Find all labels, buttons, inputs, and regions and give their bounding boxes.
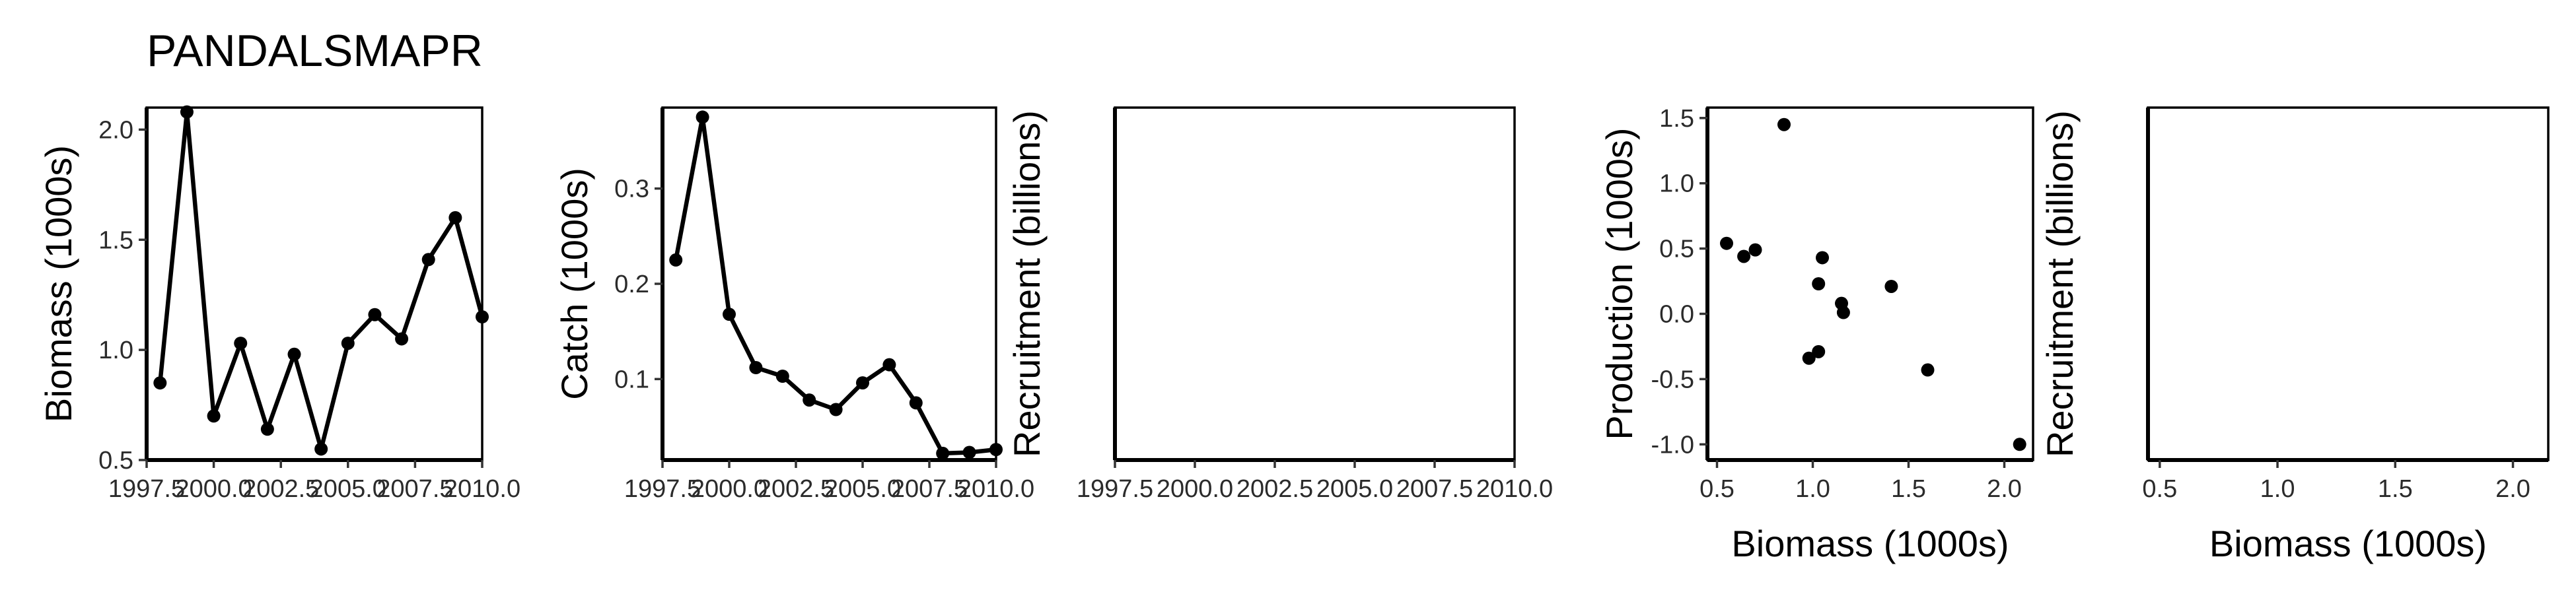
data-point xyxy=(803,393,816,407)
data-point xyxy=(775,369,789,383)
data-point xyxy=(1737,249,1751,263)
data-point xyxy=(723,308,736,321)
y-axis-label: Production (1000s) xyxy=(1598,127,1640,440)
y-tick-label: 1.5 xyxy=(98,226,133,254)
x-tick-label: 2007.5 xyxy=(376,475,453,503)
data-point xyxy=(260,422,274,436)
x-tick-label: 1.5 xyxy=(1891,475,1926,503)
y-tick-label: -1.0 xyxy=(1651,431,1694,459)
data-point xyxy=(696,110,709,124)
x-axis-label: Biomass (1000s) xyxy=(2209,523,2487,564)
data-point xyxy=(153,376,167,390)
data-point xyxy=(1720,236,1733,250)
x-tick-label: 0.5 xyxy=(1699,475,1735,503)
x-tick-label: 2010.0 xyxy=(958,475,1034,503)
y-tick-label: 1.0 xyxy=(1659,170,1694,198)
panels: 1997.52000.02002.52005.02007.52010.00.51… xyxy=(38,105,2550,564)
panel-4: 0.5 1.0 1.5 2.0 -1.0 -0.5 0.0 0.5 1.0 1.5 Producti… xyxy=(1598,105,2034,564)
y-tick-label: 0.0 xyxy=(1659,300,1694,328)
x-tick-label: 2005.0 xyxy=(1316,475,1393,503)
data-point xyxy=(207,409,221,423)
panel-frame xyxy=(145,106,483,461)
y-tick-label: 1.0 xyxy=(98,337,133,364)
x-tick-label: 1.5 xyxy=(2378,475,2413,503)
y-axis-label: Recruitment (billions) xyxy=(2039,110,2081,457)
data-point xyxy=(1777,117,1791,131)
x-tick-label: 0.5 xyxy=(2142,475,2177,503)
x-tick-label: 1.0 xyxy=(1795,475,1830,503)
y-tick-label: 0.3 xyxy=(614,176,649,203)
x-tick-label: 1.0 xyxy=(2260,475,2295,503)
data-point xyxy=(180,105,194,119)
x-tick-label: 2010.0 xyxy=(1476,475,1553,503)
y-tick-label: 0.5 xyxy=(1659,236,1694,263)
data-point xyxy=(2013,438,2026,451)
data-point xyxy=(829,403,843,416)
data-point xyxy=(1816,251,1829,265)
y-axis-label: Recruitment (billions) xyxy=(1006,110,1048,457)
data-point xyxy=(1812,277,1826,290)
x-tick-label: 2005.0 xyxy=(824,475,901,503)
x-tick-label: 2010.0 xyxy=(444,475,520,503)
data-point xyxy=(395,332,409,346)
x-tick-label: 1997.5 xyxy=(624,475,701,503)
y-axis-label: Biomass (1000s) xyxy=(38,145,79,422)
y-tick-label: 0.5 xyxy=(98,447,133,475)
x-tick-label: 2007.5 xyxy=(891,475,968,503)
y-tick-label: 0.2 xyxy=(614,271,649,298)
x-tick-label: 2.0 xyxy=(1987,475,2022,503)
y-tick-label: -0.5 xyxy=(1651,366,1694,393)
data-point xyxy=(1748,243,1762,257)
data-point xyxy=(1802,351,1816,365)
panel-3: 1997.5 2000.0 2002.5 2005.0 2007.5 2010.0 Recr… xyxy=(1006,106,1553,503)
x-tick-label: 2002.5 xyxy=(1236,475,1313,503)
panel-5: 0.5 1.0 1.5 2.0 Recruitment (billions) Biomas… xyxy=(2039,106,2550,564)
data-point xyxy=(669,253,683,267)
data-point xyxy=(314,442,328,456)
data-point xyxy=(1921,363,1935,377)
x-tick-label: 2000.0 xyxy=(691,475,768,503)
y-tick-label: 0.1 xyxy=(614,366,649,393)
x-tick-label: 2007.5 xyxy=(1396,475,1473,503)
x-tick-label: 2.0 xyxy=(2495,475,2530,503)
data-point xyxy=(882,358,896,372)
x-axis-label: Biomass (1000s) xyxy=(1731,523,2009,564)
x-tick-label: 2002.5 xyxy=(758,475,834,503)
data-point xyxy=(421,253,435,267)
x-tick-label: 2005.0 xyxy=(310,475,386,503)
y-tick-label: 2.0 xyxy=(98,116,133,144)
data-point xyxy=(909,396,923,410)
figure-title: PANDALSMAPR xyxy=(147,26,483,76)
data-point xyxy=(1836,306,1850,319)
panel-frame xyxy=(2147,106,2550,461)
data-point xyxy=(368,308,382,321)
data-point xyxy=(476,310,489,324)
data-point xyxy=(287,347,301,361)
data-point xyxy=(989,443,1003,457)
data-point xyxy=(749,361,763,375)
x-tick-label: 1997.5 xyxy=(108,475,185,503)
series-line xyxy=(673,115,999,456)
data-point xyxy=(448,211,462,224)
data-point xyxy=(1812,345,1826,358)
data-point xyxy=(962,446,976,459)
data-point xyxy=(341,337,355,350)
data-point xyxy=(936,446,950,460)
panel-frame xyxy=(1114,106,1516,461)
x-tick-label: 1997.5 xyxy=(1077,475,1153,503)
x-tick-label: 2000.0 xyxy=(175,475,252,503)
panel-frame xyxy=(1706,106,2034,461)
data-point xyxy=(234,337,248,350)
data-point xyxy=(1884,279,1898,293)
y-axis-label: Catch (1000s) xyxy=(554,168,595,400)
series-line xyxy=(158,110,485,451)
data-point xyxy=(856,376,869,390)
x-tick-label: 2002.5 xyxy=(242,475,319,503)
x-tick-label: 2000.0 xyxy=(1157,475,1233,503)
y-tick-label: 1.5 xyxy=(1659,105,1694,133)
